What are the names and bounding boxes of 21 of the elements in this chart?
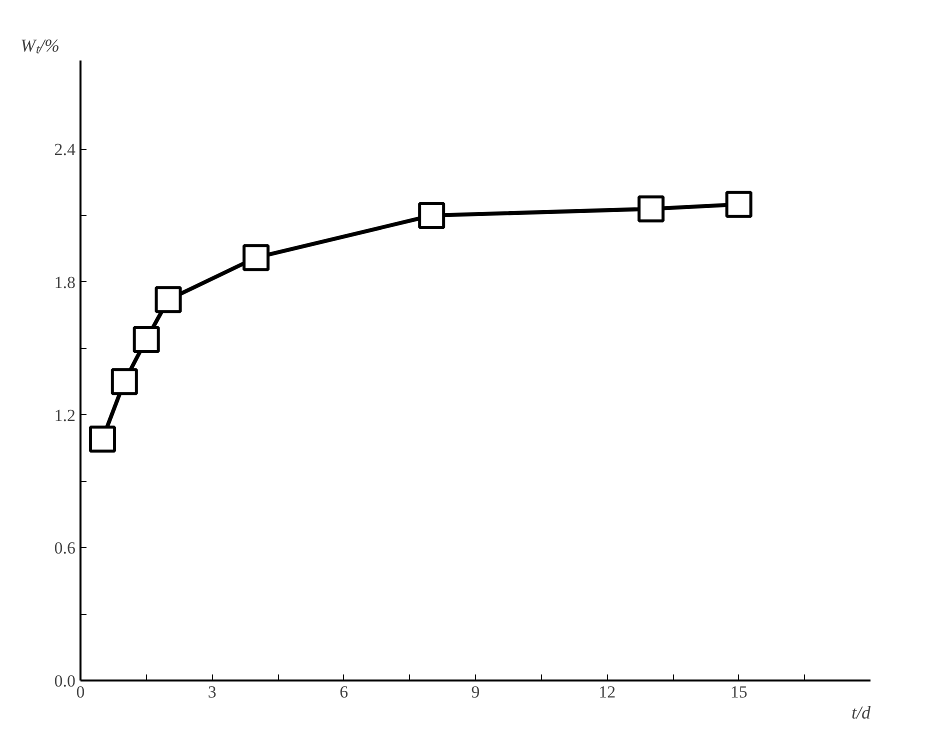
point	[154, 286, 182, 314]
x-tick-label: 6	[340, 682, 348, 702]
point	[132, 326, 160, 353]
point	[725, 190, 752, 218]
point	[88, 426, 116, 453]
point	[638, 195, 665, 222]
y-tick-label: 0.0	[54, 672, 76, 690]
y-tick-label: 2.4	[54, 140, 76, 160]
x-tick-label: 3	[208, 682, 216, 702]
x-tick-label: 15	[730, 682, 748, 702]
y-tick-label: 0.6	[54, 538, 76, 558]
y-tick-label: 1.2	[54, 406, 76, 425]
x-tick-label: 9	[471, 682, 480, 702]
x-tick-label: 0	[76, 682, 85, 702]
point	[418, 202, 446, 229]
x-axis-title: t/d	[852, 702, 872, 722]
y-tick-label: 1.8	[54, 272, 76, 292]
y-axis-title: Wₜ/%	[20, 36, 60, 56]
point	[110, 368, 138, 396]
point	[242, 244, 270, 272]
x-tick-label: 12	[598, 682, 616, 702]
